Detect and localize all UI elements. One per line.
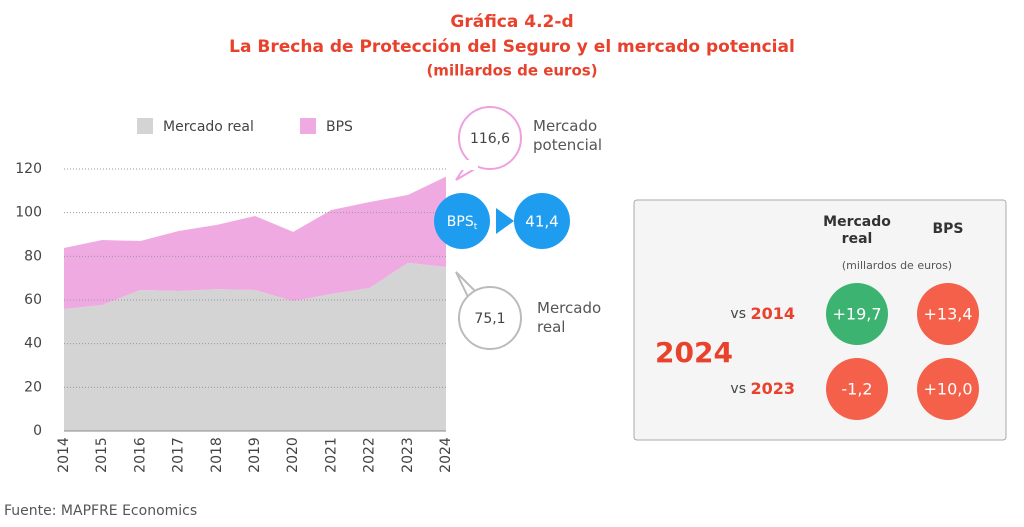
source: Fuente: MAPFRE Economics: [4, 503, 197, 519]
callout-value: 75,1: [474, 311, 505, 327]
row-year: 2023: [750, 379, 795, 398]
legend-label: BPS: [326, 119, 353, 135]
gap-subscript: t: [474, 222, 478, 232]
callout: [458, 106, 522, 170]
panel-column: Mercado real: [823, 214, 891, 247]
arrow: [496, 208, 514, 234]
row-year: 2014: [750, 304, 795, 323]
legend-swatch: [300, 118, 316, 134]
gap-label: BPSt: [447, 214, 478, 232]
callout: [455, 271, 479, 298]
panel-column: BPS: [932, 221, 964, 237]
x-tick-label: 2022: [362, 437, 378, 473]
value-bubble: [917, 283, 979, 345]
y-tick-label: 20: [24, 379, 42, 395]
potential-label: Mercado potencial: [533, 117, 603, 154]
y-tick-label: 100: [15, 205, 42, 221]
x-tick-label: 2023: [400, 437, 416, 473]
gap-bubble: [514, 193, 570, 249]
area: [64, 176, 446, 309]
row-label: vs 2023: [730, 379, 795, 398]
callout-value: 116,6: [470, 131, 510, 147]
panel-year: 2024: [655, 336, 733, 369]
value-bubble: [826, 358, 888, 420]
value-label: +19,7: [832, 305, 881, 324]
chart-title: Gráfica 4.2-d: [450, 12, 573, 32]
gap-bubble: [434, 193, 490, 249]
legend-label: Mercado real: [163, 119, 254, 135]
y-tick-label: 60: [24, 292, 42, 308]
value-label: +10,0: [923, 380, 972, 399]
callout: [460, 160, 478, 170]
row-prefix: vs: [730, 381, 746, 397]
summary-panel: [633, 199, 1007, 441]
value-label: -1,2: [841, 380, 872, 399]
x-tick-label: 2017: [171, 437, 187, 473]
chart-units: (millardos de euros): [426, 62, 597, 80]
x-tick-label: 2016: [132, 437, 148, 473]
y-tick-label: 80: [24, 248, 42, 264]
value-label: +13,4: [923, 305, 972, 324]
gap-value: 41,4: [525, 213, 558, 231]
x-tick-label: 2024: [438, 437, 454, 473]
row-prefix: vs: [730, 306, 746, 322]
x-tick-label: 2015: [94, 437, 110, 473]
y-tick-label: 0: [33, 423, 42, 439]
x-tick-label: 2021: [323, 437, 339, 473]
x-tick-label: 2020: [285, 437, 301, 473]
gap-label: BPS: [447, 214, 474, 230]
y-tick-label: 120: [15, 161, 42, 177]
row-label: vs 2014: [730, 304, 795, 323]
x-tick-label: 2014: [56, 437, 72, 473]
area: [64, 262, 446, 431]
x-tick-label: 2019: [247, 437, 263, 473]
x-tick-label: 2018: [209, 437, 225, 473]
value-bubble: [917, 358, 979, 420]
panel-units: (millardos de euros): [842, 259, 952, 272]
callout: [458, 286, 522, 350]
legend-swatch: [137, 118, 153, 134]
real-label: Mercado real: [537, 299, 602, 336]
y-tick-label: 40: [24, 336, 42, 352]
value-bubble: [826, 283, 888, 345]
chart-subtitle: La Brecha de Protección del Seguro y el …: [229, 37, 795, 57]
